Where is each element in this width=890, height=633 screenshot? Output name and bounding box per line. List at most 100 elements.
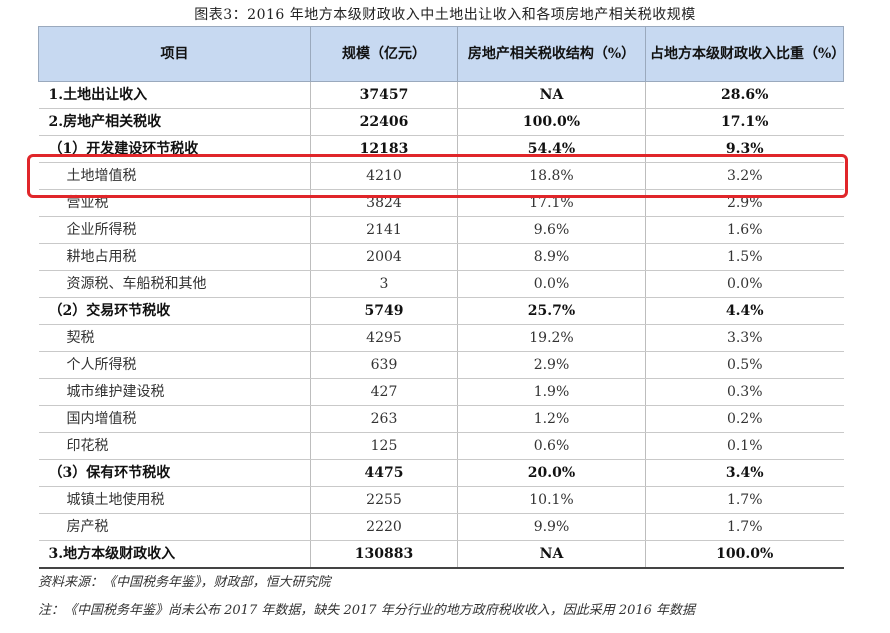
table-row: 城镇土地使用税 2255 10.1% 1.7% — [38, 486, 844, 514]
row-share: 3.4% — [645, 459, 844, 487]
row-scale: 4295 — [310, 324, 458, 352]
row-share: 2.9% — [645, 189, 844, 217]
table-row: 营业税 3824 17.1% 2.9% — [38, 189, 844, 217]
row-structure: 9.9% — [457, 513, 646, 541]
row-structure: 100.0% — [457, 108, 646, 136]
table-row-highlighted: 土地增值税 4210 18.8% 3.2% — [38, 162, 844, 190]
row-share: 4.4% — [645, 297, 844, 325]
source-note: 资料来源：《中国税务年鉴》，财政部，恒大研究院 — [38, 575, 331, 590]
highlight-box — [27, 154, 848, 198]
row-structure: 17.1% — [457, 189, 646, 217]
row-share: 3.2% — [645, 162, 844, 190]
row-scale: 12183 — [310, 135, 458, 163]
table-row: 企业所得税 2141 9.6% 1.6% — [38, 216, 844, 244]
row-structure: 0.6% — [457, 432, 646, 460]
table-row: 印花税 125 0.6% 0.1% — [38, 432, 844, 460]
header-scale: 规模（亿元） — [310, 26, 458, 82]
row-scale: 263 — [310, 405, 458, 433]
row-scale: 3824 — [310, 189, 458, 217]
row-structure: 10.1% — [457, 486, 646, 514]
row-structure: 54.4% — [457, 135, 646, 163]
row-scale: 2141 — [310, 216, 458, 244]
row-structure: 1.9% — [457, 378, 646, 406]
row-structure: 19.2% — [457, 324, 646, 352]
row-name: 耕地占用税 — [38, 243, 311, 271]
row-share: 0.2% — [645, 405, 844, 433]
row-share: 1.7% — [645, 486, 844, 514]
row-scale: 427 — [310, 378, 458, 406]
row-scale: 639 — [310, 351, 458, 379]
row-share: 100.0% — [645, 540, 844, 569]
row-name: 土地增值税 — [38, 162, 311, 190]
row-scale: 22406 — [310, 108, 458, 136]
header-share: 占地方本级财政收入比重（%） — [645, 26, 845, 82]
row-name: （1）开发建设环节税收 — [38, 135, 311, 163]
row-scale: 4210 — [310, 162, 458, 190]
row-structure: 18.8% — [457, 162, 646, 190]
footnote: 注：《中国税务年鉴》尚未公布 2017 年数据，缺失 2017 年分行业的地方政… — [38, 603, 696, 618]
row-scale: 2004 — [310, 243, 458, 271]
row-structure: 25.7% — [457, 297, 646, 325]
row-name: 2.房地产相关税收 — [38, 108, 311, 136]
row-name: 城镇土地使用税 — [38, 486, 311, 514]
header-item: 项目 — [38, 26, 311, 82]
row-share: 9.3% — [645, 135, 844, 163]
table-row: 耕地占用税 2004 8.9% 1.5% — [38, 243, 844, 271]
row-structure: NA — [457, 81, 646, 109]
row-share: 1.7% — [645, 513, 844, 541]
row-name: （2）交易环节税收 — [38, 297, 311, 325]
row-structure: 8.9% — [457, 243, 646, 271]
row-structure: 2.9% — [457, 351, 646, 379]
header-row: 项目 规模（亿元） 房地产相关税收结构（%） 占地方本级财政收入比重（%） — [38, 26, 845, 82]
row-name: 城市维护建设税 — [38, 378, 311, 406]
tax-revenue-table: 项目 规模（亿元） 房地产相关税收结构（%） 占地方本级财政收入比重（%） 1.… — [38, 26, 845, 569]
row-share: 3.3% — [645, 324, 844, 352]
table-row: 3.地方本级财政收入 130883 NA 100.0% — [38, 540, 844, 569]
table-row: 2.房地产相关税收 22406 100.0% 17.1% — [38, 108, 844, 136]
table-row: （3）保有环节税收 4475 20.0% 3.4% — [38, 459, 844, 487]
table-caption: 图表3：2016 年地方本级财政收入中土地出让收入和各项房地产相关税收规模 — [194, 7, 696, 23]
row-share: 17.1% — [645, 108, 844, 136]
row-share: 1.6% — [645, 216, 844, 244]
table-row: 个人所得税 639 2.9% 0.5% — [38, 351, 844, 379]
row-share: 0.1% — [645, 432, 844, 460]
row-structure: 9.6% — [457, 216, 646, 244]
row-name: 房产税 — [38, 513, 311, 541]
row-name: 国内增值税 — [38, 405, 311, 433]
table-row: 1.土地出让收入 37457 NA 28.6% — [38, 81, 844, 109]
table-row: 房产税 2220 9.9% 1.7% — [38, 513, 844, 541]
row-name: 个人所得税 — [38, 351, 311, 379]
row-scale: 130883 — [310, 540, 458, 569]
row-share: 28.6% — [645, 81, 844, 109]
row-scale: 4475 — [310, 459, 458, 487]
table-row: （2）交易环节税收 5749 25.7% 4.4% — [38, 297, 844, 325]
row-name: 资源税、车船税和其他 — [38, 270, 311, 298]
row-name: 1.土地出让收入 — [38, 81, 311, 109]
row-scale: 2255 — [310, 486, 458, 514]
row-name: 营业税 — [38, 189, 311, 217]
row-name: 契税 — [38, 324, 311, 352]
row-share: 0.3% — [645, 378, 844, 406]
row-share: 0.0% — [645, 270, 844, 298]
table-row: 国内增值税 263 1.2% 0.2% — [38, 405, 844, 433]
header-structure: 房地产相关税收结构（%） — [457, 26, 646, 82]
row-structure: 0.0% — [457, 270, 646, 298]
row-share: 1.5% — [645, 243, 844, 271]
row-scale: 37457 — [310, 81, 458, 109]
table-row: 资源税、车船税和其他 3 0.0% 0.0% — [38, 270, 844, 298]
row-scale: 5749 — [310, 297, 458, 325]
table-row: 契税 4295 19.2% 3.3% — [38, 324, 844, 352]
row-structure: 20.0% — [457, 459, 646, 487]
row-name: （3）保有环节税收 — [38, 459, 311, 487]
row-name: 3.地方本级财政收入 — [38, 540, 311, 569]
row-scale: 3 — [310, 270, 458, 298]
row-share: 0.5% — [645, 351, 844, 379]
row-structure: NA — [457, 540, 646, 569]
row-structure: 1.2% — [457, 405, 646, 433]
table-row: 城市维护建设税 427 1.9% 0.3% — [38, 378, 844, 406]
row-scale: 125 — [310, 432, 458, 460]
row-scale: 2220 — [310, 513, 458, 541]
row-name: 印花税 — [38, 432, 311, 460]
row-name: 企业所得税 — [38, 216, 311, 244]
table-row: （1）开发建设环节税收 12183 54.4% 9.3% — [38, 135, 844, 163]
